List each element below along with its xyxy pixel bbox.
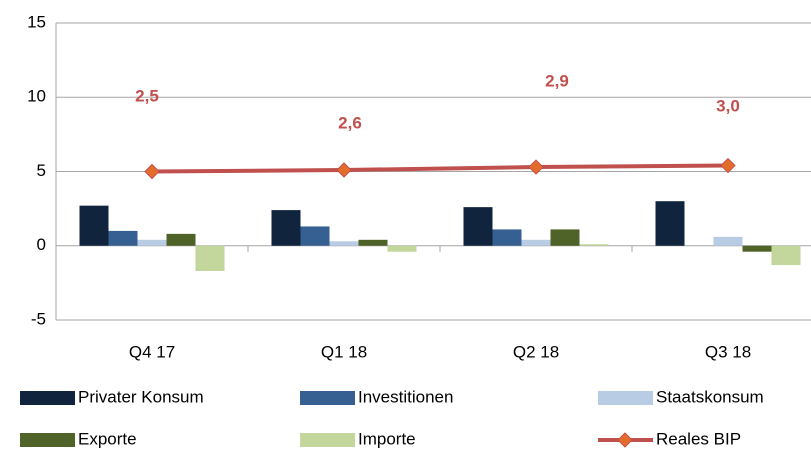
bar: [271, 210, 301, 246]
bar: [166, 233, 196, 246]
y-tick-label: -5: [31, 309, 46, 328]
bar: [137, 239, 167, 246]
bar: [550, 229, 580, 246]
bar: [358, 239, 388, 246]
bar: [713, 236, 743, 246]
x-tick-label: Q2 18: [513, 342, 559, 361]
legend-swatch: [300, 391, 355, 405]
y-tick-label: 5: [37, 161, 46, 180]
bar: [79, 205, 109, 246]
legend-swatch: [598, 391, 653, 405]
marker: [720, 157, 736, 174]
marker: [144, 163, 160, 180]
bar: [463, 207, 493, 246]
x-tick-label: Q3 18: [705, 342, 751, 361]
legend-label: Reales BIP: [656, 429, 741, 448]
bar: [742, 245, 772, 252]
legend-swatch: [20, 433, 75, 447]
bar: [329, 241, 359, 246]
marker: [528, 159, 544, 175]
x-tick-label: Q1 18: [321, 342, 367, 361]
marker: [336, 162, 352, 178]
bar: [655, 201, 685, 246]
legend-label: Investitionen: [358, 387, 453, 406]
y-tick-label: 15: [27, 12, 46, 31]
bar: [771, 245, 801, 266]
y-tick-label: 0: [37, 235, 46, 254]
legend-label: Importe: [358, 429, 416, 448]
legend-label: Staatskonsum: [656, 387, 764, 406]
bar: [195, 245, 225, 271]
annotation: 3,0: [716, 96, 740, 115]
legend-label: Exporte: [78, 429, 137, 448]
legend-swatch: [300, 433, 355, 447]
legend-swatch: [20, 391, 75, 405]
annotation: 2,5: [135, 86, 159, 105]
legend-label: Privater Konsum: [78, 387, 204, 406]
bar: [300, 226, 330, 246]
bar: [492, 229, 522, 246]
x-tick-label: Q4 17: [129, 342, 175, 361]
bar: [387, 245, 417, 252]
bar: [579, 244, 609, 246]
bar: [521, 239, 551, 246]
legend-marker: [617, 432, 633, 448]
y-tick-label: 10: [27, 87, 46, 106]
annotation: 2,6: [338, 113, 362, 132]
line: [151, 163, 729, 174]
annotation: 2,9: [545, 71, 569, 90]
bar: [108, 230, 138, 246]
